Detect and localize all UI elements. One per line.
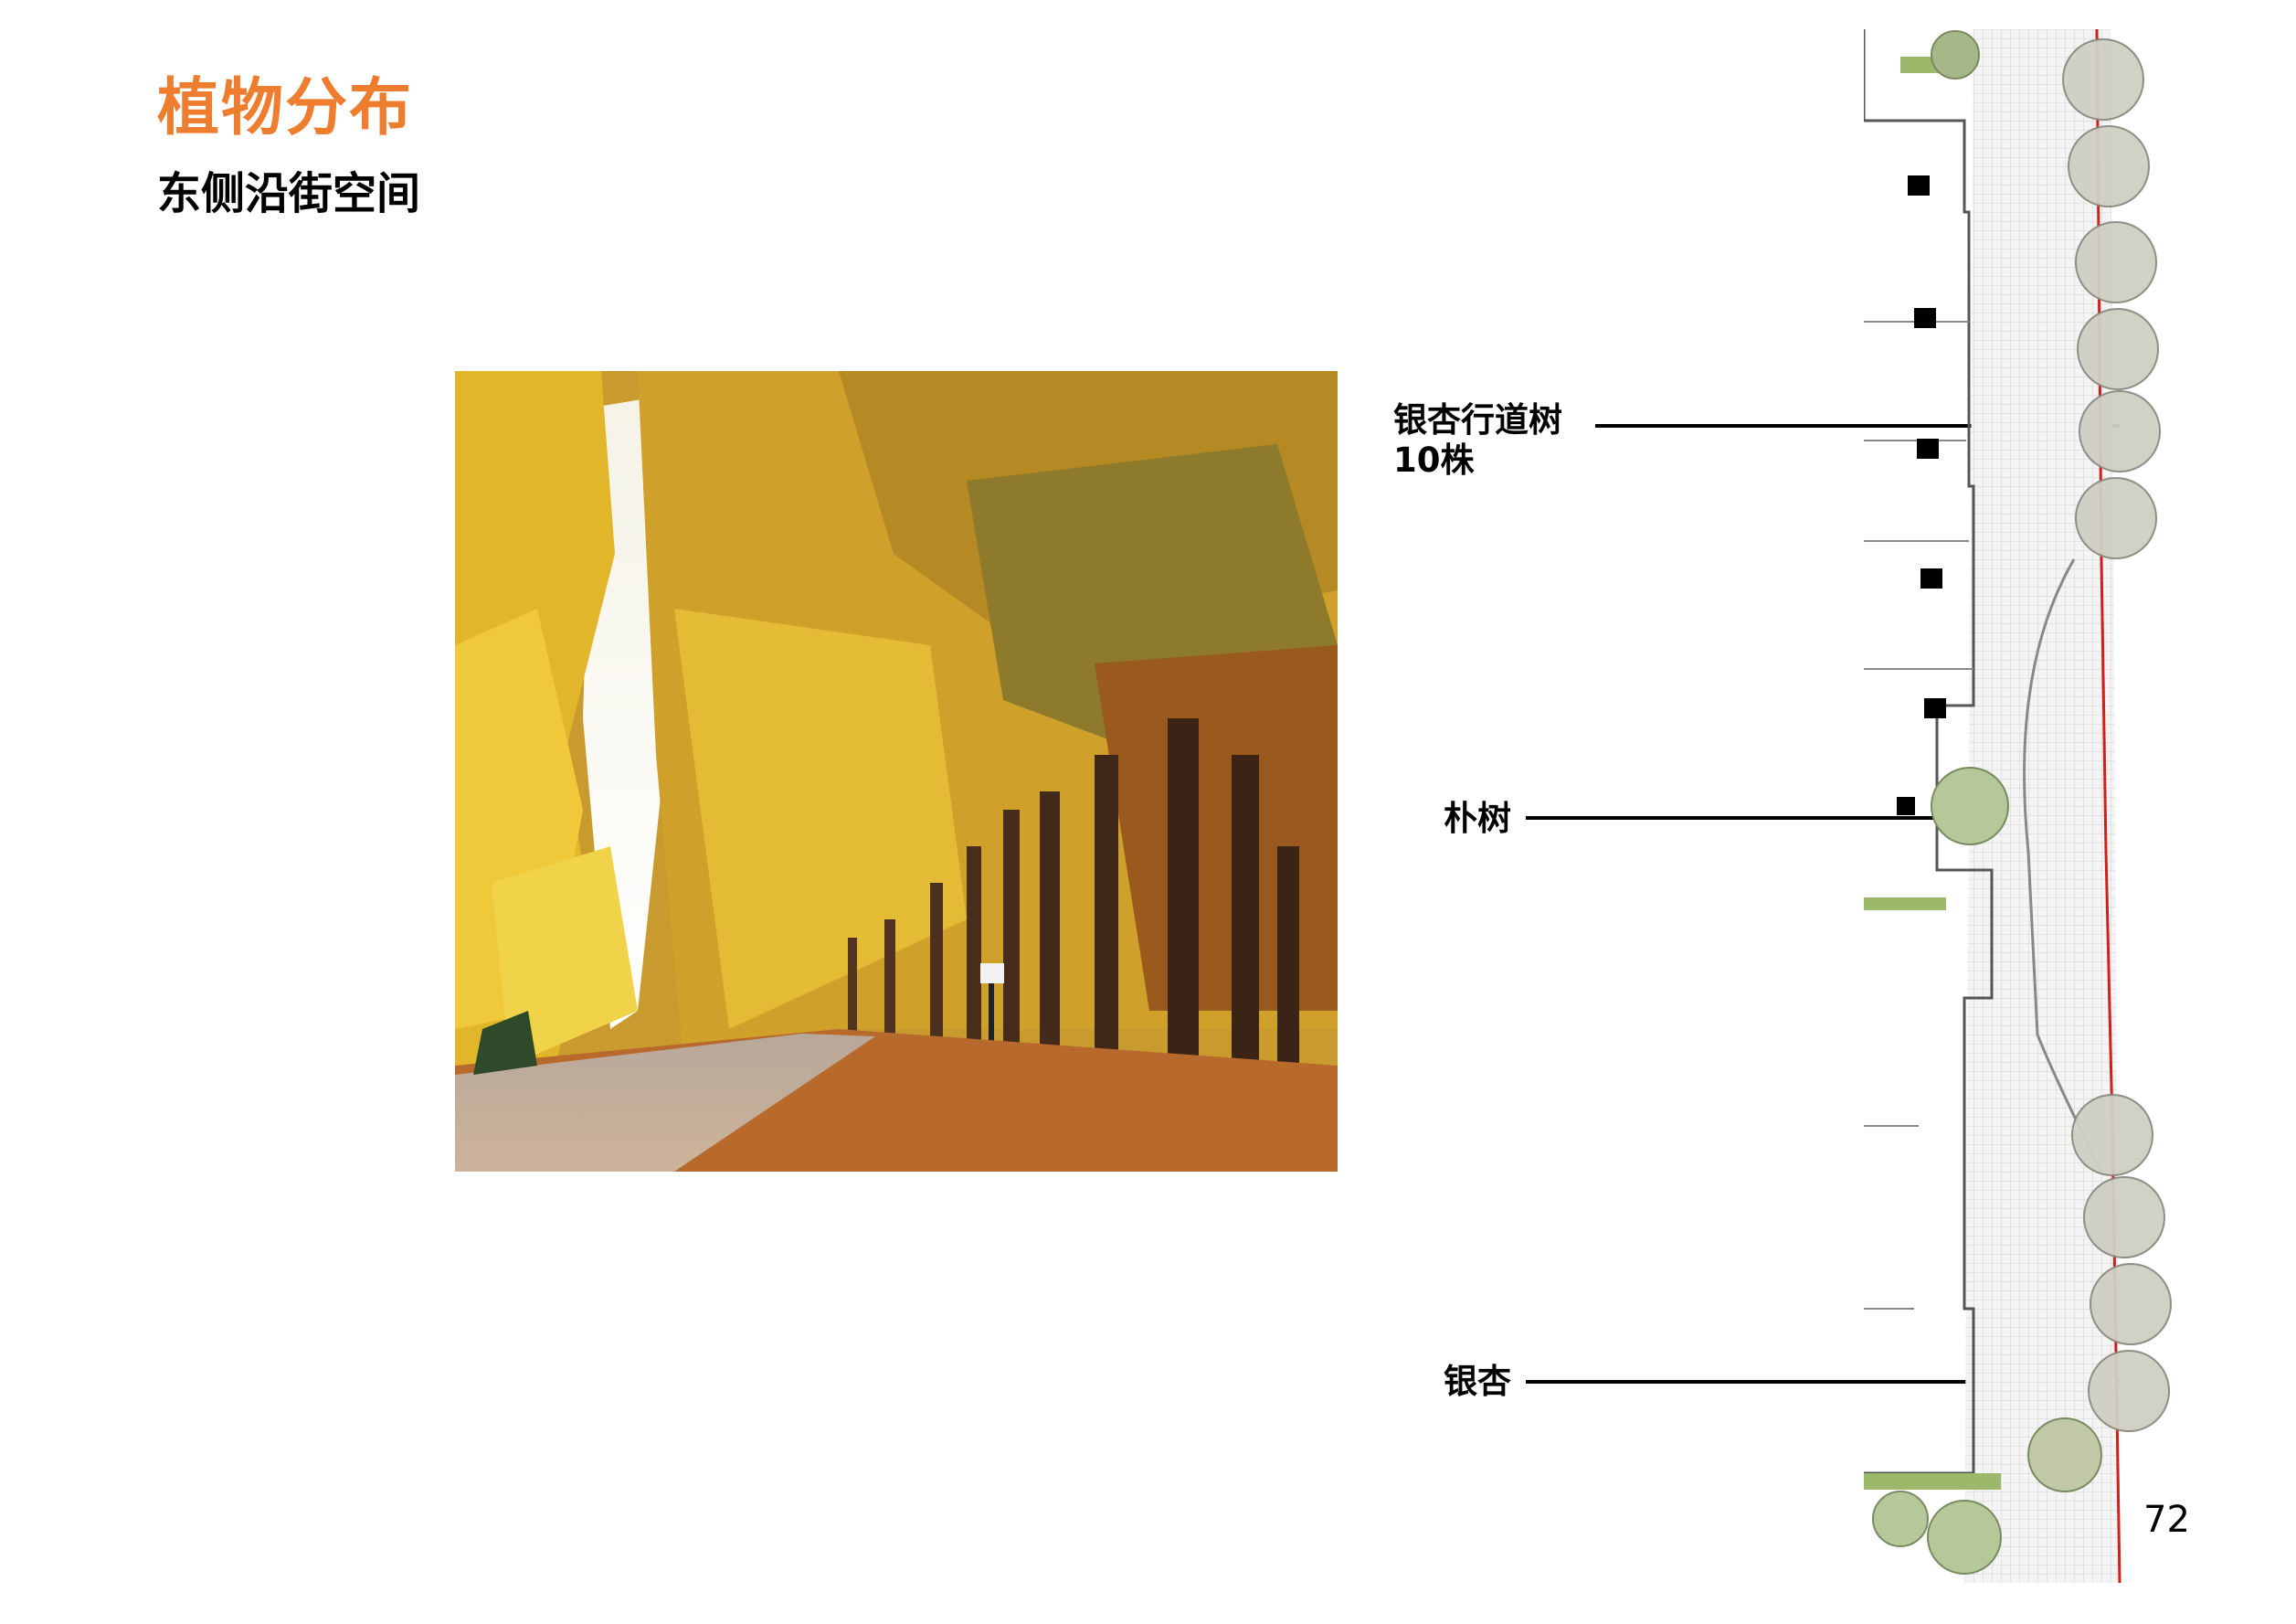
label-ginkgo-row: 银杏行道树 10株: [1393, 400, 1562, 481]
label-ginkgo: 银杏: [1444, 1362, 1511, 1401]
page-title: 植物分布: [157, 72, 414, 144]
leader-hackberry: [1526, 816, 1955, 820]
site-plan: [1862, 28, 2202, 1584]
leader-ginkgo-row: [1595, 424, 2120, 428]
page-subtitle: 东侧沿街空间: [157, 168, 421, 219]
leader-ginkgo: [1526, 1380, 2120, 1384]
ginkgo-avenue-photo: [455, 371, 1338, 1172]
label-hackberry: 朴树: [1444, 799, 1511, 838]
label-ginkgo-row-name: 银杏行道树: [1393, 400, 1562, 440]
page-number: 72: [2143, 1499, 2190, 1541]
label-ginkgo-row-count: 10株: [1393, 440, 1475, 480]
